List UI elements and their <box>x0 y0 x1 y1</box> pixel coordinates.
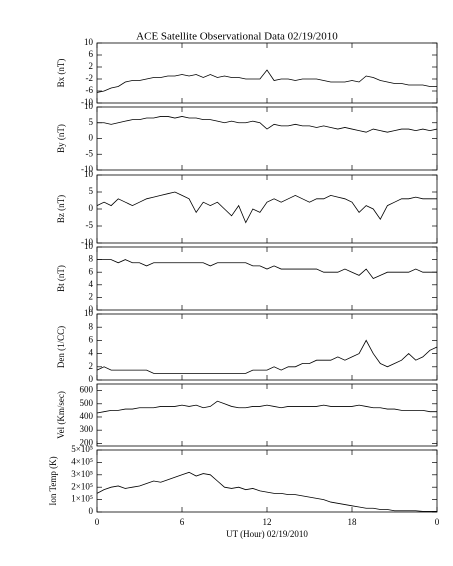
y-tick-label: -5 <box>86 148 94 158</box>
data-line <box>97 116 438 133</box>
y-axis-label: Ion Temp (K) <box>48 456 58 505</box>
y-tick-label: 0 <box>89 203 94 213</box>
y-tick-label: 4×10⁵ <box>71 456 93 466</box>
chart-title: ACE Satellite Observational Data 02/19/2… <box>136 31 338 43</box>
y-tick-label: 5×10⁵ <box>71 444 93 454</box>
y-tick-label: 200 <box>80 437 94 447</box>
data-line <box>96 400 437 414</box>
x-tick-label: 0 <box>435 517 440 527</box>
y-tick-label: 2 <box>89 291 94 301</box>
y-tick-label: 500 <box>80 398 94 408</box>
y-tick-label: 6 <box>89 334 94 344</box>
y-tick-label: 1×10⁵ <box>71 494 93 504</box>
y-tick-label: 2 <box>89 361 94 371</box>
y-tick-label: 6 <box>89 49 94 59</box>
panel-frame <box>96 246 438 311</box>
panel-frame <box>96 383 438 447</box>
y-axis-label: Vel (Km/sec) <box>56 391 66 439</box>
y-axis-label: Bz (nT) <box>56 195 66 223</box>
y-tick-label: 10 <box>84 241 94 251</box>
y-tick-label: -6 <box>86 85 94 95</box>
y-tick-label: 2 <box>89 61 94 71</box>
x-tick-label: 0 <box>95 517 100 527</box>
x-tick-label: 6 <box>180 517 185 527</box>
y-tick-label: 600 <box>80 385 94 395</box>
data-line <box>97 259 437 279</box>
y-tick-label: -10 <box>81 164 93 174</box>
y-tick-label: -2 <box>86 73 94 83</box>
y-tick-label: -5 <box>86 220 94 230</box>
x-tick-label: 18 <box>348 517 358 527</box>
y-tick-label: 10 <box>84 37 94 47</box>
y-tick-label: 0 <box>89 304 94 314</box>
y-tick-label: 10 <box>84 308 94 318</box>
y-tick-label: 10 <box>84 169 94 179</box>
y-axis-label: By (nT) <box>56 124 66 153</box>
y-axis-label: Bt (nT) <box>56 265 66 292</box>
y-tick-label: 4 <box>89 348 94 358</box>
y-tick-label: -10 <box>81 237 93 247</box>
y-tick-label: 3×10⁵ <box>71 469 93 479</box>
data-line <box>96 471 437 512</box>
y-axis-label: Den (1/CC) <box>56 326 66 368</box>
y-tick-label: 8 <box>89 321 94 331</box>
y-tick-label: 10 <box>84 101 94 111</box>
y-axis-label: Bx (nT) <box>56 59 66 88</box>
y-tick-label: 5 <box>89 117 94 127</box>
data-line <box>96 339 438 374</box>
y-tick-label: 2×10⁵ <box>71 481 93 491</box>
panel-frame <box>96 449 438 513</box>
y-tick-label: 8 <box>89 254 94 264</box>
data-line <box>96 191 437 224</box>
data-line <box>96 69 437 93</box>
y-tick-label: -10 <box>81 97 93 107</box>
panel-frame <box>96 42 438 104</box>
y-tick-label: 6 <box>89 266 94 276</box>
y-tick-label: 0 <box>89 506 94 516</box>
y-tick-label: 300 <box>80 424 94 434</box>
x-tick-label: 12 <box>263 517 272 527</box>
y-tick-label: 5 <box>89 186 94 196</box>
y-tick-label: 0 <box>89 374 94 384</box>
y-tick-label: 400 <box>80 411 94 421</box>
y-tick-label: 0 <box>89 133 94 143</box>
y-tick-label: 4 <box>89 279 94 289</box>
x-axis-label: UT (Hour) 02/19/2010 <box>226 529 308 539</box>
panel-frame <box>96 106 438 171</box>
